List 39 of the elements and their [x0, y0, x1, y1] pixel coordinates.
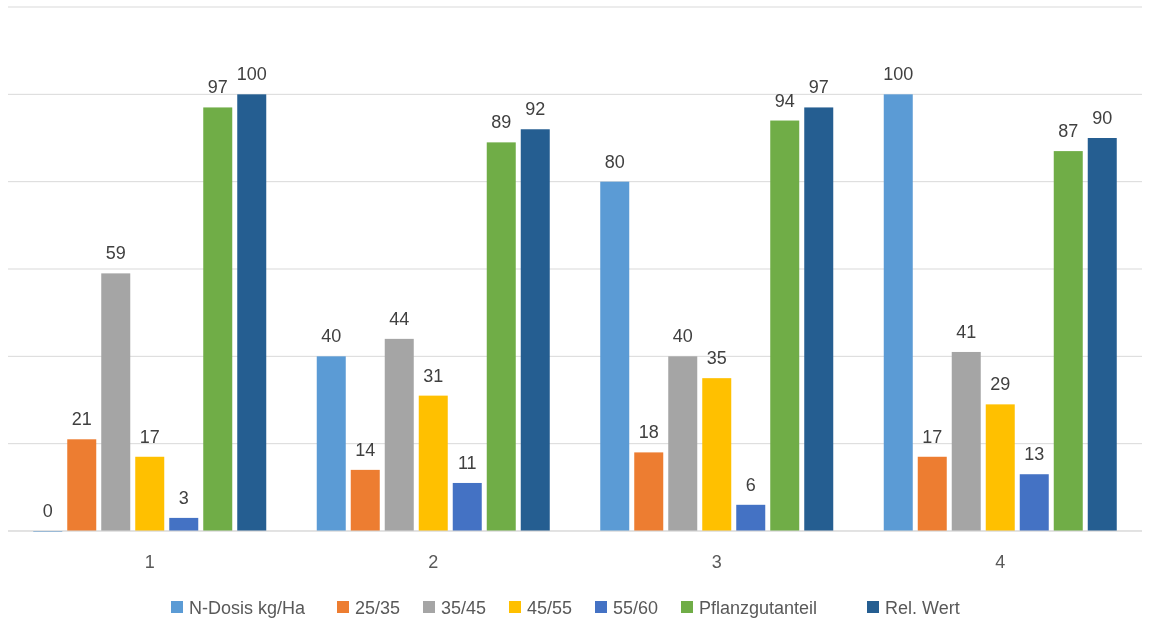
data-label: 44: [389, 308, 410, 329]
data-label: 90: [1092, 108, 1113, 128]
data-label: 6: [745, 474, 756, 495]
data-label: 89: [491, 112, 512, 133]
legend-label: 45/55: [527, 598, 573, 618]
data-label: 87: [1058, 121, 1079, 142]
x-tick-label: 1: [144, 552, 155, 572]
x-tick-label: 2: [428, 552, 439, 572]
data-label: 17: [139, 426, 160, 447]
data-label: 59: [105, 243, 126, 264]
data-label: 0: [42, 501, 53, 521]
data-label: 29: [990, 374, 1011, 395]
data-label: 18: [638, 422, 659, 443]
x-tick-label: 3: [711, 552, 722, 572]
legend-label: Rel. Wert: [885, 598, 960, 618]
data-label: 100: [883, 64, 914, 85]
data-label: 13: [1024, 444, 1045, 465]
legend-label: Pflanzgutanteil: [699, 598, 818, 618]
data-label: 35: [706, 348, 727, 369]
data-label: 41: [956, 321, 977, 342]
data-label: 14: [355, 439, 376, 460]
data-label: 40: [321, 326, 342, 347]
data-label: 100: [236, 64, 267, 85]
data-label: 17: [922, 426, 943, 447]
data-label: 11: [457, 452, 477, 473]
data-label: 92: [525, 99, 546, 120]
data-label: 80: [604, 151, 625, 172]
data-label: 3: [178, 487, 189, 508]
data-label: 31: [423, 365, 444, 386]
legend-label: 55/60: [613, 598, 659, 618]
data-label: 40: [672, 326, 693, 347]
legend-label: 35/45: [441, 598, 487, 618]
data-label: 94: [774, 90, 795, 111]
legend-label: N-Dosis kg/Ha: [189, 598, 307, 618]
data-label: 97: [808, 77, 829, 98]
x-tick-label: 4: [995, 552, 1006, 572]
data-label: 97: [207, 77, 228, 98]
data-label: 21: [71, 409, 92, 430]
legend-label: 25/35: [355, 598, 401, 618]
